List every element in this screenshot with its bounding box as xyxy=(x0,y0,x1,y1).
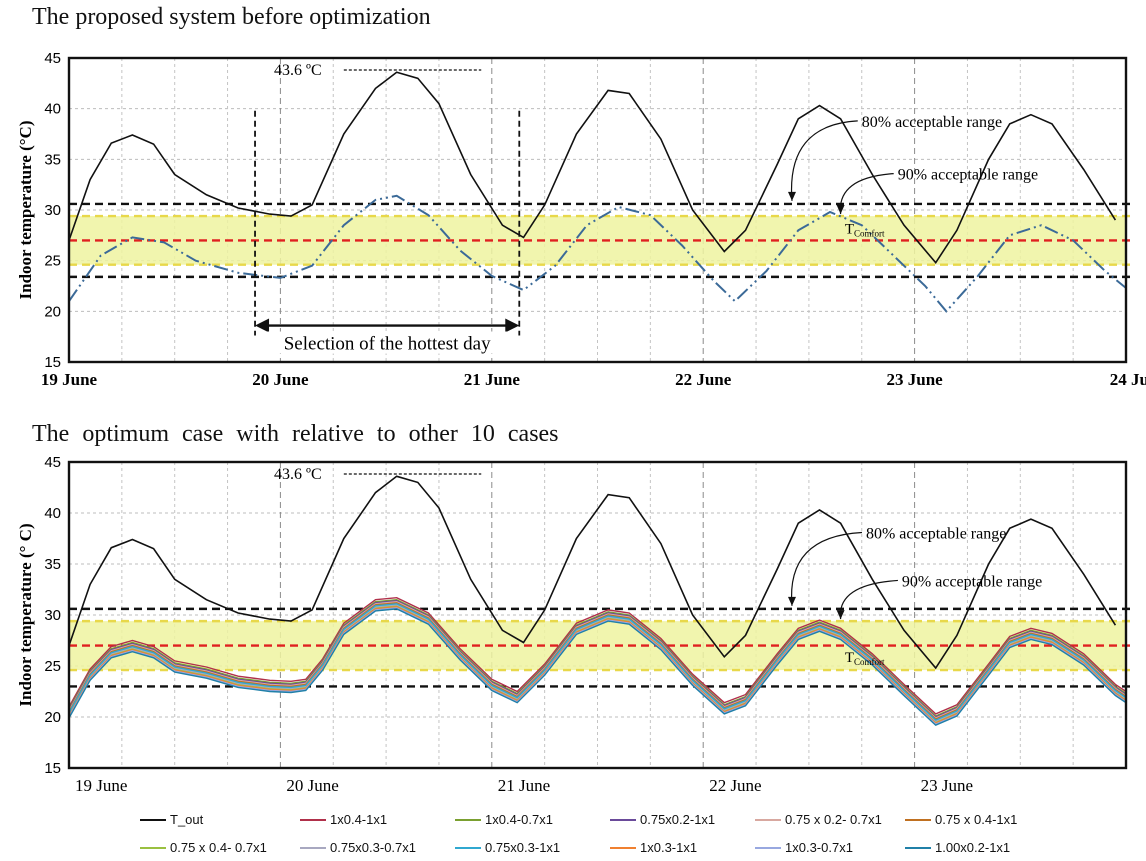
peak-temperature-label: 43.6 ºC xyxy=(274,466,322,483)
t-comfort-subscript: Comfort xyxy=(854,228,885,238)
x-tick-label: 19 June xyxy=(75,776,127,795)
arrowhead-80-range xyxy=(787,191,796,201)
legend-swatch xyxy=(300,846,326,849)
legend-swatch xyxy=(905,818,931,821)
legend-item: 1.00x0.2-1x1 xyxy=(905,840,1010,855)
legend-item: 1x0.3-0.7x1 xyxy=(755,840,853,855)
legend-label: 1.00x0.2-1x1 xyxy=(935,840,1011,855)
selection-label-bg xyxy=(261,331,514,354)
legend-swatch xyxy=(905,846,931,849)
x-tick-label: 24 June xyxy=(1110,370,1146,389)
legend-item: 0.75x0.2-1x1 xyxy=(610,812,715,827)
legend-swatch xyxy=(455,818,481,821)
legend-swatch xyxy=(755,818,781,821)
y-tick-label: 20 xyxy=(44,709,61,726)
y-tick-label: 40 xyxy=(44,505,61,522)
y-tick-label: 45 xyxy=(44,50,61,67)
selection-label: Selection of the hottest day xyxy=(284,334,491,355)
legend-label: 0.75x0.3-1x1 xyxy=(485,840,561,855)
x-tick-label: 20 June xyxy=(286,776,338,795)
top-chart: 15 20 25 30 35 40 45 Indoor temperature (°C) 19 … xyxy=(16,50,1146,389)
y-tick-label: 25 xyxy=(44,658,61,675)
y-axis-label: Indoor temperature (°C) xyxy=(16,121,35,300)
legend-item: 0.75x0.3-1x1 xyxy=(455,840,560,855)
t-comfort-subscript: Comfort xyxy=(854,657,885,667)
legend-item: 0.75 x 0.2- 0.7x1 xyxy=(755,812,882,827)
series-t-out-line xyxy=(68,71,1117,265)
arrow-80-range xyxy=(790,531,863,606)
legend-label: 0.75 x 0.4- 0.7x1 xyxy=(170,840,267,855)
y-axis-label: Indoor temperature (° C) xyxy=(16,523,35,706)
y-tick-label: 35 xyxy=(44,151,61,168)
legend-label: 1x0.4-1x1 xyxy=(330,812,388,827)
legend-swatch xyxy=(610,846,636,849)
legend-label: 0.75x0.2-1x1 xyxy=(640,812,716,827)
arrowhead-80-range xyxy=(787,596,796,606)
y-tick-label: 20 xyxy=(44,303,61,320)
legend-swatch xyxy=(455,846,481,849)
bottom-panel-title: The optimum case with relative to other … xyxy=(32,421,559,447)
arrow-90-range xyxy=(839,579,898,620)
y-tick-label: 45 xyxy=(44,454,61,471)
x-tick-label: 22 June xyxy=(709,776,761,795)
arrowhead-90-range xyxy=(836,205,845,215)
legend-swatch xyxy=(610,818,636,821)
x-tick-label: 22 June xyxy=(675,370,732,389)
arrowhead-90-range xyxy=(836,610,845,620)
legend-swatch xyxy=(755,846,781,849)
acceptable-range-90-label: 90% acceptable range xyxy=(898,167,1038,184)
y-tick-label: 15 xyxy=(44,354,61,371)
legend-label: T_out xyxy=(170,812,204,827)
legend-label: 1x0.3-1x1 xyxy=(640,840,698,855)
plot-frame xyxy=(67,460,1128,770)
t-comfort-label: TComfort xyxy=(845,221,885,238)
legend-item: 0.75x0.3-0.7x1 xyxy=(300,840,416,855)
arrow-80-range xyxy=(790,120,858,201)
y-tick-label: 30 xyxy=(44,202,61,219)
peak-temperature-label: 43.6 ºC xyxy=(274,62,322,79)
x-tick-label: 21 June xyxy=(464,370,521,389)
legend-label: 1x0.4-0.7x1 xyxy=(485,812,553,827)
x-tick-label: 20 June xyxy=(252,370,309,389)
series-line-1-00x0-2-1x1 xyxy=(68,608,1127,727)
legend-item: T_out xyxy=(140,812,203,827)
legend-item: 1x0.3-1x1 xyxy=(610,840,697,855)
t-comfort-label: TComfort xyxy=(845,650,885,667)
t-comfort-main: T xyxy=(845,650,854,666)
legend-item: 1x0.4-0.7x1 xyxy=(455,812,553,827)
x-tick-label: 19 June xyxy=(41,370,98,389)
legend-swatch xyxy=(140,846,166,849)
y-tick-label: 25 xyxy=(44,253,61,270)
series-t-out-line xyxy=(68,475,1117,670)
legend-label: 1x0.3-0.7x1 xyxy=(785,840,853,855)
x-tick-label: 23 June xyxy=(886,370,943,389)
x-tick-label: 23 June xyxy=(921,776,973,795)
acceptable-range-80-label: 80% acceptable range xyxy=(862,114,1002,131)
acceptable-range-80-label: 80% acceptable range xyxy=(866,526,1006,543)
acceptable-range-90-label: 90% acceptable range xyxy=(902,573,1042,590)
series-line-1x0-4-1x1 xyxy=(68,596,1127,715)
y-tick-label: 40 xyxy=(44,101,61,118)
legend-swatch xyxy=(140,818,166,821)
top-panel-title: The proposed system before optimization xyxy=(32,4,431,30)
plot-frame xyxy=(67,56,1128,364)
t-comfort-main: T xyxy=(845,221,854,237)
selection-arrow-left-head xyxy=(255,318,270,333)
legend-swatch xyxy=(300,818,326,821)
legend-label: 0.75x0.3-0.7x1 xyxy=(330,840,417,855)
legend-item: 1x0.4-1x1 xyxy=(300,812,387,827)
y-tick-label: 30 xyxy=(44,607,61,624)
legend-item: 0.75 x 0.4-1x1 xyxy=(905,812,1017,827)
legend-label: 0.75 x 0.2- 0.7x1 xyxy=(785,812,882,827)
y-tick-label: 35 xyxy=(44,556,61,573)
selection-arrow-right-head xyxy=(505,318,520,333)
series-line-0-75x0-3-1x1 xyxy=(68,603,1127,721)
x-tick-label: 21 June xyxy=(498,776,550,795)
legend-item: 0.75 x 0.4- 0.7x1 xyxy=(140,840,267,855)
legend-label: 0.75 x 0.4-1x1 xyxy=(935,812,1018,827)
y-tick-label: 15 xyxy=(44,760,61,777)
